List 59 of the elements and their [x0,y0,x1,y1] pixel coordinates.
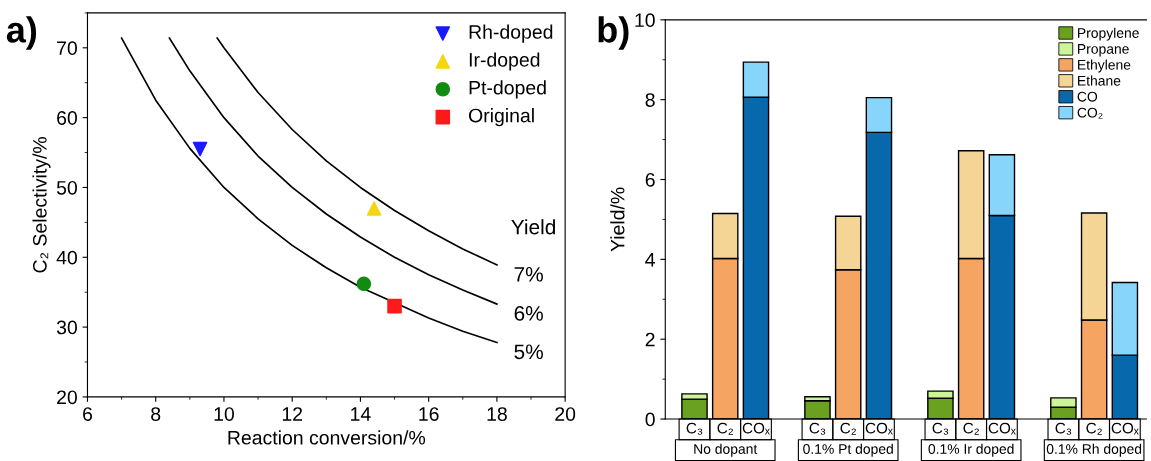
x-tick-label: 12 [282,407,303,421]
legend-label: Ethylene [1078,59,1131,73]
y-tick-label: 2 [645,332,655,347]
legend-label: Rh-doped [469,24,553,43]
point [387,298,402,314]
x-tick-label: 6 [83,407,93,421]
y-tick-label: 70 [57,41,77,56]
y-tick-label: 20 [57,390,77,405]
legend-label: CO [1077,91,1098,102]
category-label: COₓ [865,422,893,435]
x-tick-label: 10 [214,407,235,421]
legend-label: Pt-doped [469,80,546,99]
category-label: C₂ [717,422,733,435]
text: 0.1% Rh doped [1046,443,1142,457]
x-tick-label: 18 [487,407,507,421]
y-tick-label: 4 [645,253,655,267]
y-tick-label: 40 [56,250,77,265]
y-tick-label: 0 [645,412,655,427]
y-tick-label: 60 [57,111,77,125]
y-tick-label: 30 [56,320,77,335]
annotation: Yield [511,219,555,235]
x-tick-label: 14 [351,407,371,421]
legend-label: CO₂ [1077,107,1103,119]
legend-label: Ethane [1078,75,1121,86]
category-label: C₃ [686,422,703,435]
category-label: C₂ [963,422,979,435]
category-label: COₓ [742,422,770,435]
category-label: C₃ [1055,422,1072,435]
x-axis-title: Reaction conversion/% [228,430,426,445]
text: a) [6,16,37,50]
point [192,141,208,157]
category-label: C₃ [809,422,826,435]
legend-label: Original [469,108,534,127]
series-label: 7% [514,267,543,282]
y-axis-title: Yield/% [610,187,625,252]
y-tick-label: 50 [56,180,77,195]
category-label: COₓ [1111,422,1139,435]
category-label: C₂ [1086,422,1102,435]
text: 0.1% Pt doped [803,443,893,457]
text: 0.1% Ir doped [928,443,1014,457]
legend-label: Ir-doped [469,52,540,71]
category-label: C₂ [840,422,856,435]
x-tick-label: 20 [555,407,576,421]
text: b) [598,16,629,50]
text: No dopant [694,443,758,457]
y-tick-label: 6 [645,172,655,187]
category-label: C₃ [932,422,949,435]
point [356,276,372,292]
legend-label: Propylene [1078,27,1139,41]
legend-label: Propane [1078,44,1129,57]
y-tick-label: 10 [635,13,655,28]
y-axis-title: C₂ Selectivity/% [32,137,51,273]
category-label: COₓ [988,422,1016,435]
x-tick-label: 16 [419,407,439,421]
point [366,201,382,216]
x-tick-label: 8 [151,407,161,421]
series-label: 5% [514,344,543,360]
series-label: 6% [514,306,543,321]
y-tick-label: 8 [645,93,655,107]
